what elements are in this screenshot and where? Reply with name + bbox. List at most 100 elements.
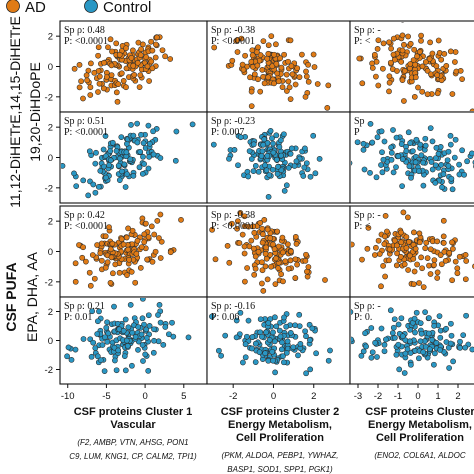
data-point xyxy=(296,74,303,80)
data-point xyxy=(86,269,93,276)
data-point xyxy=(277,333,284,340)
data-point xyxy=(303,370,309,377)
data-point xyxy=(463,312,469,319)
data-point xyxy=(406,163,413,170)
data-point xyxy=(236,240,243,246)
data-point xyxy=(130,62,137,69)
data-point xyxy=(97,250,104,257)
data-point xyxy=(89,308,95,315)
data-point xyxy=(149,47,156,54)
data-point xyxy=(259,267,266,274)
data-point xyxy=(276,327,283,334)
data-point xyxy=(422,142,429,149)
data-point xyxy=(296,323,303,329)
data-point xyxy=(89,252,96,258)
data-point xyxy=(360,348,367,355)
data-point xyxy=(459,76,465,82)
stat-line-1: P: 0.007 xyxy=(211,127,244,138)
data-point xyxy=(395,153,402,160)
data-point xyxy=(234,37,241,43)
data-point xyxy=(302,258,309,264)
data-point xyxy=(356,55,363,62)
data-point xyxy=(426,56,433,62)
data-point xyxy=(259,148,266,155)
data-point xyxy=(327,347,333,354)
data-point xyxy=(139,342,146,348)
data-point xyxy=(103,174,109,181)
data-point xyxy=(134,139,141,146)
data-point xyxy=(80,244,86,251)
data-point xyxy=(120,78,127,84)
data-point xyxy=(117,155,123,162)
data-point xyxy=(457,338,463,345)
data-point xyxy=(241,243,248,250)
data-point xyxy=(102,233,109,240)
data-point xyxy=(85,67,92,74)
data-point xyxy=(406,252,413,259)
data-point xyxy=(297,341,304,347)
data-point xyxy=(250,245,257,252)
data-point xyxy=(146,78,152,84)
data-point xyxy=(157,319,164,326)
data-point xyxy=(386,257,392,264)
data-point xyxy=(388,45,394,52)
data-point xyxy=(259,67,266,73)
data-point xyxy=(136,84,143,90)
legend-label-control: Control xyxy=(103,0,151,16)
data-point xyxy=(456,161,462,168)
data-point xyxy=(398,239,405,246)
x-tick-label: 2 xyxy=(455,391,460,402)
data-point xyxy=(362,330,368,337)
data-point xyxy=(274,70,281,77)
data-point xyxy=(398,59,405,65)
data-point xyxy=(285,241,291,248)
data-point xyxy=(379,149,385,156)
data-point xyxy=(109,240,116,247)
stat-line-0: Sp ρ: -0.38 xyxy=(211,25,255,36)
data-point xyxy=(389,330,396,336)
data-point xyxy=(137,265,144,271)
column-genes-1-0: (PKM, ALDOA, PEBP1, YWHAZ, xyxy=(222,451,339,460)
data-point xyxy=(454,265,461,272)
data-point xyxy=(72,278,79,285)
data-point xyxy=(107,148,114,154)
data-point xyxy=(169,319,175,326)
data-point xyxy=(424,255,431,261)
data-point xyxy=(292,322,298,329)
data-point xyxy=(260,38,267,44)
data-point xyxy=(351,336,354,343)
data-point xyxy=(244,265,250,271)
data-point xyxy=(104,259,111,266)
data-point xyxy=(387,59,394,66)
data-point xyxy=(452,59,458,65)
data-point xyxy=(241,213,248,220)
data-point xyxy=(381,138,388,145)
legend-marker-ad xyxy=(6,0,20,13)
data-point xyxy=(433,339,440,346)
data-point xyxy=(159,47,166,54)
data-point xyxy=(432,350,438,357)
data-point xyxy=(140,298,146,302)
data-point xyxy=(447,48,454,55)
data-point xyxy=(244,168,251,175)
data-point xyxy=(149,258,156,265)
data-point xyxy=(374,354,380,360)
panel-points xyxy=(356,22,474,111)
data-point xyxy=(378,128,385,135)
data-point xyxy=(351,241,355,248)
column-title-1-0: CSF proteins Cluster 2 xyxy=(221,406,340,418)
data-point xyxy=(432,155,439,161)
data-point xyxy=(99,342,106,348)
data-point xyxy=(373,73,379,80)
y-tick-label: -2 xyxy=(45,183,53,194)
data-point xyxy=(266,172,273,178)
data-point xyxy=(71,65,78,72)
data-point xyxy=(255,76,261,83)
data-point xyxy=(144,63,151,70)
data-point xyxy=(123,45,129,52)
data-point xyxy=(449,186,456,193)
data-point xyxy=(416,239,423,246)
data-point xyxy=(431,361,437,368)
x-tick-label: -2 xyxy=(374,391,382,402)
data-point xyxy=(124,171,130,177)
